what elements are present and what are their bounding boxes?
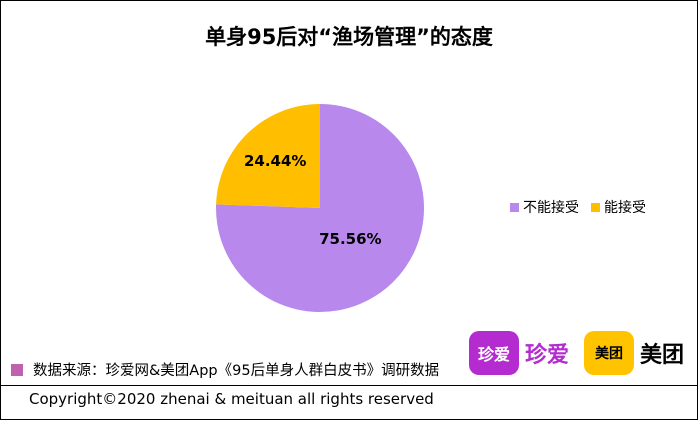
legend-swatch-buneng: [510, 202, 519, 212]
legend-item-neng: 能接受: [591, 197, 646, 217]
meituan-badge-icon: 美团: [584, 331, 634, 375]
pie-slice-1: [216, 104, 320, 208]
legend: 不能接受 能接受: [510, 197, 646, 217]
source-marker: [11, 363, 23, 376]
pie-data-label-0: 75.56%: [319, 230, 381, 248]
chart-title: 单身95后对“渔场管理”的态度: [205, 25, 493, 49]
meituan-logo: 美团 美团: [584, 329, 684, 377]
source-text: 数据来源：珍爱网&美团App《95后单身人群白皮书》调研数据: [33, 363, 440, 379]
legend-label-buneng: 不能接受: [523, 200, 579, 216]
zhenai-logo-text: 珍爱: [525, 343, 570, 368]
zhenai-logo: 珍爱 珍爱: [469, 329, 569, 377]
meituan-logo-text: 美团: [640, 343, 685, 368]
legend-swatch-neng: [591, 202, 600, 212]
pie-data-label-1: 24.44%: [244, 152, 306, 170]
footer-divider: [1, 385, 697, 386]
zhenai-badge-icon: 珍爱: [469, 331, 519, 375]
copyright: Copyright©2020 zhenai & meituan all righ…: [29, 390, 434, 408]
legend-item-buneng: 不能接受: [510, 197, 579, 217]
pie-chart: 75.56% 24.44%: [216, 104, 425, 312]
legend-label-neng: 能接受: [604, 200, 646, 216]
data-source: 数据来源：珍爱网&美团App《95后单身人群白皮书》调研数据: [11, 359, 439, 380]
